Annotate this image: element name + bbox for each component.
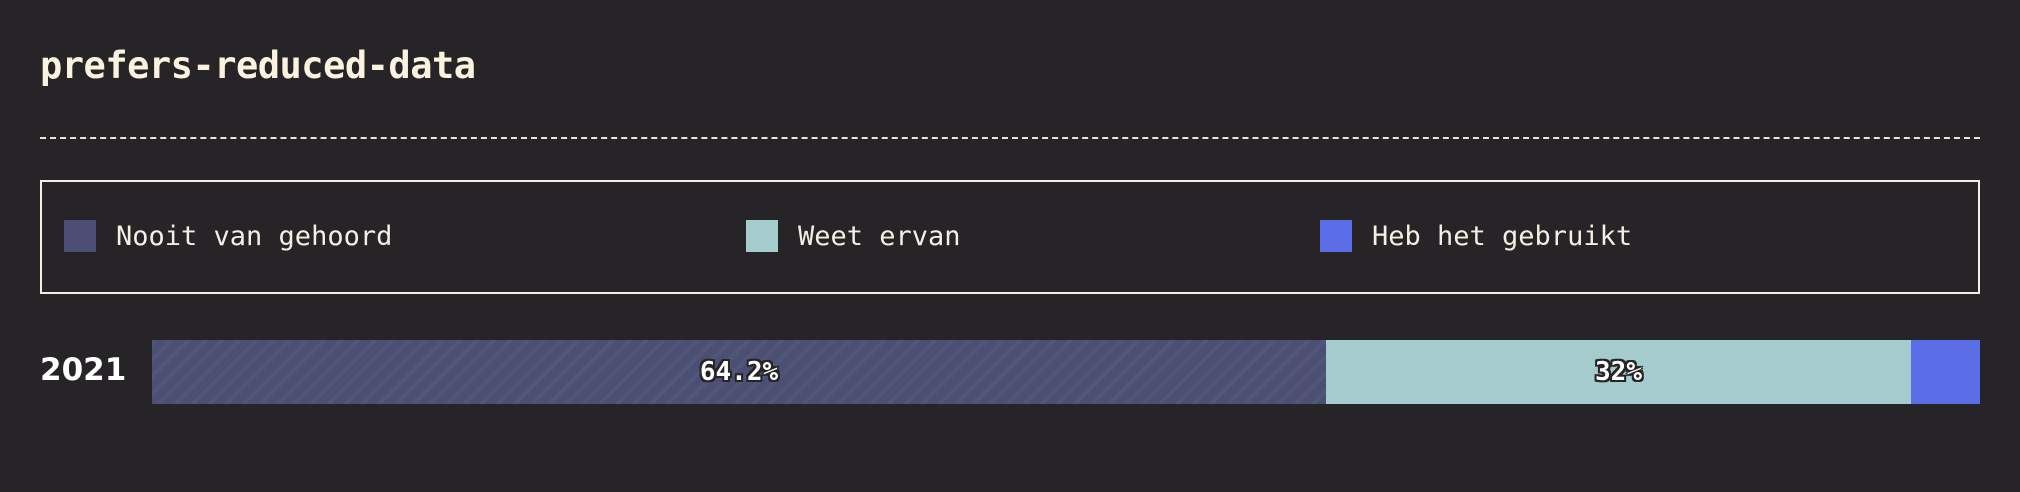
legend-swatch-never-heard [64,220,96,252]
bar-segment-1[interactable]: 64.2% [152,340,1326,404]
chart-title: prefers-reduced-data [40,44,476,87]
legend-label-never-heard: Nooit van gehoord [116,220,393,252]
category-label-2021: 2021 [40,352,127,388]
stacked-bar-2021: 64.2% 32% [152,340,1980,404]
legend-item-used[interactable]: Heb het gebruikt [1320,218,1632,254]
legend-item-aware[interactable]: Weet ervan [746,218,961,254]
bar-segment-2[interactable]: 32% [1326,340,1911,404]
bar-segment-3[interactable] [1911,340,1980,404]
legend-item-never-heard[interactable]: Nooit van gehoord [64,218,392,254]
legend-swatch-used [1320,220,1352,252]
legend-label-aware: Weet ervan [798,220,961,252]
legend: Nooit van gehoord Weet ervan Heb het geb… [40,180,1980,294]
divider [40,137,1980,139]
legend-swatch-aware [746,220,778,252]
bar-segment-label-1: 64.2% [699,357,779,387]
legend-label-used: Heb het gebruikt [1372,220,1633,252]
bar-segment-label-2: 32% [1595,357,1642,387]
